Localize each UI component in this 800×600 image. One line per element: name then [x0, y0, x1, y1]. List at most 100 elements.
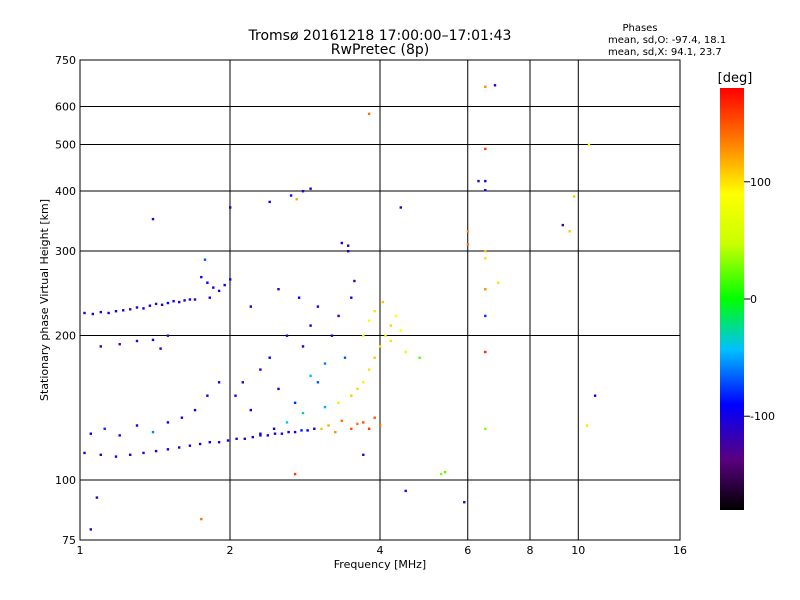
data-point	[323, 405, 327, 409]
data-point	[151, 338, 155, 342]
data-point	[188, 298, 192, 301]
data-point	[287, 430, 290, 434]
data-point	[404, 350, 407, 354]
data-point	[277, 387, 280, 391]
x-tick-label: 2	[227, 544, 234, 557]
y-tick-label: 300	[55, 245, 76, 258]
phase-stats-x: mean, sd,X: 94.1, 23.7	[608, 47, 722, 58]
data-point	[484, 288, 487, 291]
data-point	[477, 179, 480, 183]
data-point	[159, 347, 162, 350]
data-point	[306, 429, 309, 432]
data-point	[129, 453, 132, 456]
colorbar-tick-label: 100	[750, 176, 771, 189]
data-point	[114, 455, 118, 458]
data-point	[295, 198, 298, 201]
data-point	[399, 329, 402, 332]
data-point	[166, 301, 170, 305]
data-point	[200, 275, 203, 279]
data-point	[309, 374, 312, 377]
chart-title: Tromsø 20161218 17:00:00–17:01:43	[248, 28, 512, 44]
data-point	[229, 206, 232, 209]
data-point	[343, 356, 347, 359]
phase-stats-heading: Phases	[622, 23, 657, 34]
data-point	[347, 244, 350, 247]
data-point	[340, 241, 343, 245]
data-point	[208, 296, 211, 299]
y-tick-label: 200	[55, 330, 76, 343]
data-point	[466, 230, 470, 233]
data-point	[484, 314, 487, 318]
colorbar-tick-label: 0	[750, 293, 757, 306]
data-point	[198, 442, 202, 446]
colorbar	[720, 88, 744, 510]
data-point	[439, 472, 443, 476]
x-tick-labels: 1 2 4 6 8 10 16	[77, 544, 688, 557]
y-tick-label: 400	[55, 185, 76, 198]
data-point	[381, 300, 385, 304]
data-point	[241, 381, 244, 384]
data-point	[142, 451, 145, 455]
data-point	[362, 381, 365, 384]
data-point	[217, 289, 221, 293]
data-point	[118, 434, 121, 437]
data-point	[206, 281, 209, 284]
data-point	[266, 434, 269, 437]
data-point	[166, 334, 170, 337]
data-point	[223, 283, 226, 287]
data-point	[273, 432, 277, 435]
data-point	[135, 306, 139, 309]
data-point	[356, 387, 359, 391]
data-point	[83, 451, 86, 455]
data-point	[277, 288, 280, 291]
data-point	[362, 334, 365, 337]
data-point	[122, 309, 125, 312]
data-point	[587, 143, 591, 146]
data-point	[217, 441, 221, 444]
data-point	[484, 85, 487, 88]
data-point	[203, 258, 207, 261]
data-point	[367, 112, 371, 115]
data-point	[178, 300, 181, 304]
data-point	[443, 470, 447, 474]
data-point	[362, 453, 365, 456]
data-point	[89, 528, 92, 531]
y-tick-label: 75	[62, 534, 76, 547]
data-point	[107, 311, 110, 315]
y-tick-label: 600	[55, 101, 76, 114]
data-point	[484, 189, 487, 192]
data-point	[309, 324, 312, 327]
data-point	[568, 230, 571, 233]
data-point	[463, 501, 466, 504]
data-point	[135, 424, 139, 427]
data-point	[193, 298, 197, 301]
data-point	[268, 200, 271, 204]
data-point	[212, 286, 215, 289]
data-point	[249, 408, 252, 412]
data-point	[362, 421, 365, 424]
data-point	[95, 496, 99, 499]
data-point	[353, 279, 356, 283]
data-point	[367, 368, 371, 371]
y-tick-labels: 75 100 200 300 400 500 600 750	[55, 54, 76, 547]
data-point	[188, 444, 192, 447]
data-point	[293, 401, 297, 404]
colorbar-label: [deg]	[718, 71, 753, 86]
data-point	[280, 432, 284, 435]
data-point	[226, 439, 230, 442]
data-point	[389, 339, 392, 343]
y-tick-label: 500	[55, 139, 76, 152]
data-point	[493, 84, 497, 87]
data-point	[129, 308, 132, 311]
data-point	[373, 310, 376, 313]
data-point	[259, 434, 262, 437]
data-point	[178, 446, 181, 449]
data-point	[373, 416, 376, 419]
data-point	[103, 427, 106, 430]
data-point	[484, 427, 487, 430]
x-tick-label: 10	[571, 544, 585, 557]
data-point	[497, 281, 500, 284]
colorbar-ticks: 100 0 -100	[744, 176, 775, 423]
data-point	[208, 441, 211, 444]
